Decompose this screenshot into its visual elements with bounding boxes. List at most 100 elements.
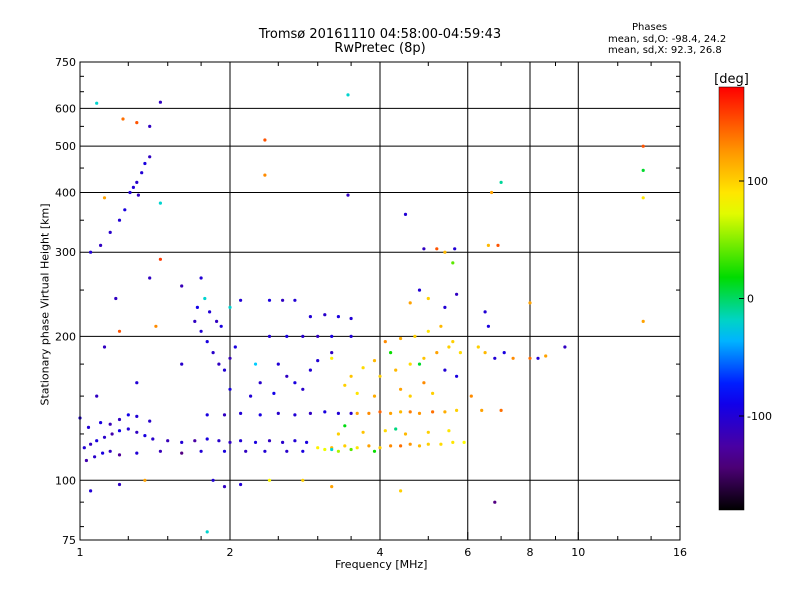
data-point [135,414,139,418]
data-point [435,351,439,355]
data-point [239,439,243,443]
y-tick-label: 200 [55,330,76,343]
data-point [140,171,144,175]
data-point [108,422,112,426]
data-point [422,381,426,385]
data-point [217,439,221,443]
x-tick-label: 6 [464,546,471,559]
data-point [102,196,107,200]
data-point [301,387,305,391]
data-point [308,315,312,319]
data-point [511,356,515,360]
data-point [355,446,359,450]
data-point [158,257,162,261]
data-point [158,201,162,205]
data-point [158,449,162,453]
data-point [199,449,203,453]
y-tick-label: 400 [55,186,76,199]
data-point [349,316,353,321]
data-point [323,313,327,317]
data-point [219,324,223,328]
data-point [143,161,147,166]
y-tick-label: 600 [55,102,76,115]
data-point [480,408,484,412]
data-point [128,190,132,195]
colorbar-tick-label: -100 [747,410,772,423]
data-point [451,261,455,265]
x-tick-label: 8 [527,546,534,559]
data-point [431,391,435,395]
data-point [383,429,387,433]
data-point [447,429,451,433]
x-tick-label: 1 [77,546,84,559]
data-point [249,394,253,398]
data-point [108,449,112,453]
data-point [166,439,170,443]
data-point [205,437,209,441]
data-point [378,374,382,378]
data-point [367,411,371,415]
data-point [293,298,297,302]
data-point [399,410,403,414]
data-point [563,345,567,349]
phases-stats-x: mean, sd,X: 92.3, 26.8 [608,45,722,56]
data-point [117,218,122,222]
data-point [443,250,447,254]
data-point [408,301,412,305]
data-point [343,383,347,387]
data-point [148,276,152,280]
data-point [323,447,327,452]
data-point [148,419,152,423]
data-point [486,243,490,247]
data-point [490,190,494,195]
data-point [641,196,645,200]
data-point [394,368,398,372]
data-point [93,455,97,459]
x-axis-label: Frequency [MHz] [335,558,428,571]
data-point [205,413,209,417]
data-point [148,155,152,159]
data-point [211,478,215,482]
data-point [417,288,422,292]
data-point [426,296,430,301]
x-tick-label: 4 [377,546,384,559]
data-point [143,434,147,438]
data-point [451,340,455,344]
data-point [258,381,262,385]
data-point [389,444,393,448]
data-point [195,305,199,309]
data-point [215,319,219,323]
data-point [316,446,320,450]
data-point [499,408,503,412]
data-point [316,334,320,338]
data-point [193,319,197,323]
data-point [453,247,457,251]
chart-title-line2: RwPretec (8p) [334,41,426,56]
data-point [305,440,309,444]
phases-stats-o: mean, sd,O: -98.4, 24.2 [608,34,727,45]
data-point [95,439,99,443]
data-point [330,485,334,489]
data-point [399,444,403,448]
data-point [403,432,408,436]
data-point [193,439,197,443]
data-point [389,351,393,355]
data-point [151,437,155,441]
data-point [394,427,398,431]
data-point [117,329,122,333]
data-point [349,447,353,452]
data-point [439,324,443,328]
x-tick-label: 2 [227,546,234,559]
data-point [346,193,350,197]
data-point [89,250,93,254]
data-point [367,444,371,448]
data-point [476,345,480,349]
data-point [99,421,103,425]
data-point [117,417,122,422]
data-point [343,444,347,448]
data-point [285,449,289,453]
data-point [349,334,353,338]
data-point [499,180,503,184]
data-point [528,356,532,360]
